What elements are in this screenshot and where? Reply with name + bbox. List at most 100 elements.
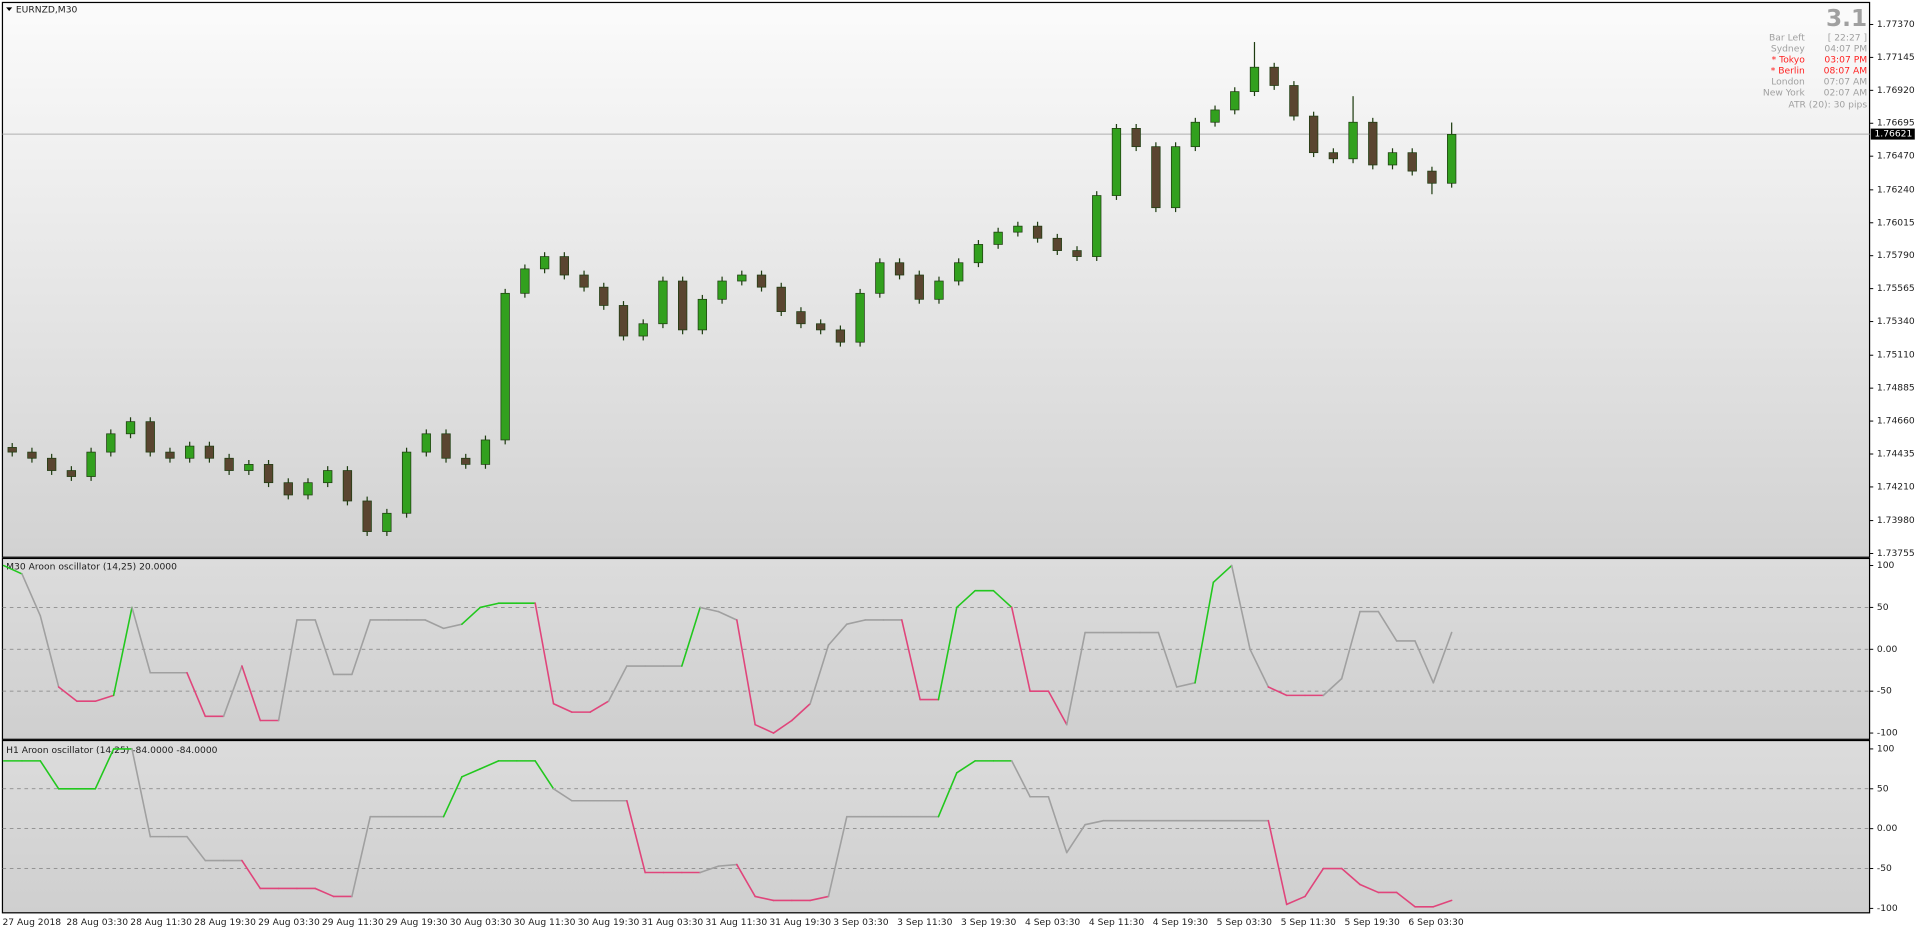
y-tick-label: 1.76695 — [1877, 118, 1915, 129]
candle-body — [1131, 128, 1141, 148]
oscillator-segment — [241, 665, 262, 722]
candle-body — [539, 256, 550, 270]
osc-panel — [1, 739, 1871, 914]
oscillator-segment — [699, 606, 720, 613]
candle-body — [1092, 195, 1102, 257]
candle-body — [382, 512, 392, 532]
info-label: * Tokyo — [1772, 54, 1806, 65]
candle-body — [165, 451, 175, 459]
oscillator-segment — [57, 686, 78, 703]
y-tick-label: 100 — [1877, 560, 1895, 571]
y-tick-label: 1.74210 — [1877, 481, 1915, 492]
candle-body — [717, 280, 727, 300]
candle-body — [421, 433, 431, 453]
candle-body — [7, 447, 17, 453]
candle-body — [303, 482, 313, 496]
atr: ATR (20): 30 pips — [1788, 100, 1867, 111]
oscillator-segment — [39, 614, 60, 688]
y-tick-label: 1.76015 — [1877, 217, 1915, 228]
oscillator-segment — [2, 564, 23, 575]
candle-body — [66, 470, 77, 477]
oscillator-segment — [1340, 610, 1361, 680]
oscillator-segment — [131, 748, 152, 838]
oscillator-segment — [937, 606, 958, 701]
x-tick-label: 3 Sep 03:30 — [833, 917, 888, 928]
y-tick-label: -50 — [1877, 686, 1892, 697]
y-tick-label: 1.73755 — [1877, 548, 1915, 559]
x-tick-label: 31 Aug 19:30 — [769, 917, 831, 928]
oscillator-segment — [754, 895, 775, 902]
oscillator-segment — [1047, 690, 1068, 726]
candle-body — [1348, 121, 1358, 160]
y-tick-label: 1.75110 — [1877, 350, 1915, 361]
candle-body — [835, 329, 846, 343]
info-value: 08:07 AM — [1824, 65, 1867, 76]
candle-body — [1111, 128, 1122, 196]
oscillator-segment — [1249, 648, 1270, 688]
candle-body — [1269, 66, 1279, 86]
oscillator-segment — [1175, 682, 1196, 688]
oscillator-segment — [1065, 631, 1086, 726]
indicator-title: M30 Aroon oscillator (14,25) 20.0000 — [6, 562, 177, 573]
x-tick-label: 30 Aug 19:30 — [578, 917, 640, 928]
oscillator-segment — [736, 619, 756, 726]
x-tick-label: 31 Aug 11:30 — [705, 917, 767, 928]
oscillator-segment — [1194, 581, 1215, 684]
oscillator-segment — [1359, 883, 1380, 894]
candle-body — [1210, 109, 1220, 123]
x-tick-label: 28 Aug 19:30 — [194, 917, 256, 928]
candle-body — [894, 262, 905, 276]
y-tick-label: 0.00 — [1877, 644, 1898, 655]
y-tick-label: 1.75790 — [1877, 250, 1915, 261]
x-tick-label: 29 Aug 19:30 — [386, 917, 448, 928]
candle-body — [934, 280, 944, 300]
oscillator-segment — [94, 694, 115, 703]
oscillator-segment — [479, 602, 500, 609]
oscillator-segment — [681, 606, 701, 667]
info-value: 04:07 PM — [1824, 43, 1867, 54]
oscillator-segment — [552, 787, 573, 802]
oscillator-segment — [772, 719, 793, 734]
candle-body — [776, 286, 786, 312]
candle-body — [342, 470, 353, 502]
menu-arrow[interactable] — [6, 7, 13, 12]
oscillator-segment — [442, 623, 463, 630]
x-tick-label: 29 Aug 03:30 — [258, 917, 320, 928]
info-value: 07:07 AM — [1824, 76, 1867, 87]
oscillator-segment — [699, 865, 720, 874]
oscillator-segment — [1414, 640, 1435, 684]
oscillator-segment — [1340, 867, 1361, 886]
y-tick-label: 1.73980 — [1877, 515, 1915, 526]
candle-body — [1190, 121, 1200, 148]
oscillator-segment — [809, 895, 830, 902]
y-tick-label: 1.74885 — [1877, 383, 1915, 394]
candle-body — [1308, 115, 1319, 154]
candle-body — [658, 280, 668, 325]
candle-body — [1368, 121, 1378, 166]
y-tick-label: 1.75340 — [1877, 316, 1915, 327]
oscillator-segment — [827, 815, 848, 898]
y-tick-label: 1.76920 — [1877, 85, 1915, 96]
oscillator-segment — [900, 619, 921, 701]
version: 3.1 — [1826, 5, 1867, 32]
oscillator-segment — [461, 768, 482, 778]
x-tick-label: 4 Sep 19:30 — [1153, 917, 1208, 928]
x-tick-label: 3 Sep 11:30 — [897, 917, 952, 928]
oscillator-segment — [277, 619, 298, 722]
candle-body — [618, 305, 629, 337]
candle-body — [1013, 225, 1023, 233]
oscillator-segment — [1304, 867, 1325, 898]
candle-body — [579, 274, 589, 288]
candle-body — [1328, 152, 1338, 160]
oscillator-segment — [1432, 631, 1453, 684]
candle-body — [185, 445, 195, 459]
oscillator-segment — [241, 859, 262, 890]
oscillator-segment — [351, 815, 372, 898]
candle-body — [678, 280, 688, 331]
candle-body — [756, 274, 767, 288]
oscillator-segment — [955, 760, 976, 774]
oscillator-segment — [461, 606, 482, 625]
oscillator-segment — [1267, 686, 1288, 697]
y-tick-label: -100 — [1877, 903, 1898, 914]
